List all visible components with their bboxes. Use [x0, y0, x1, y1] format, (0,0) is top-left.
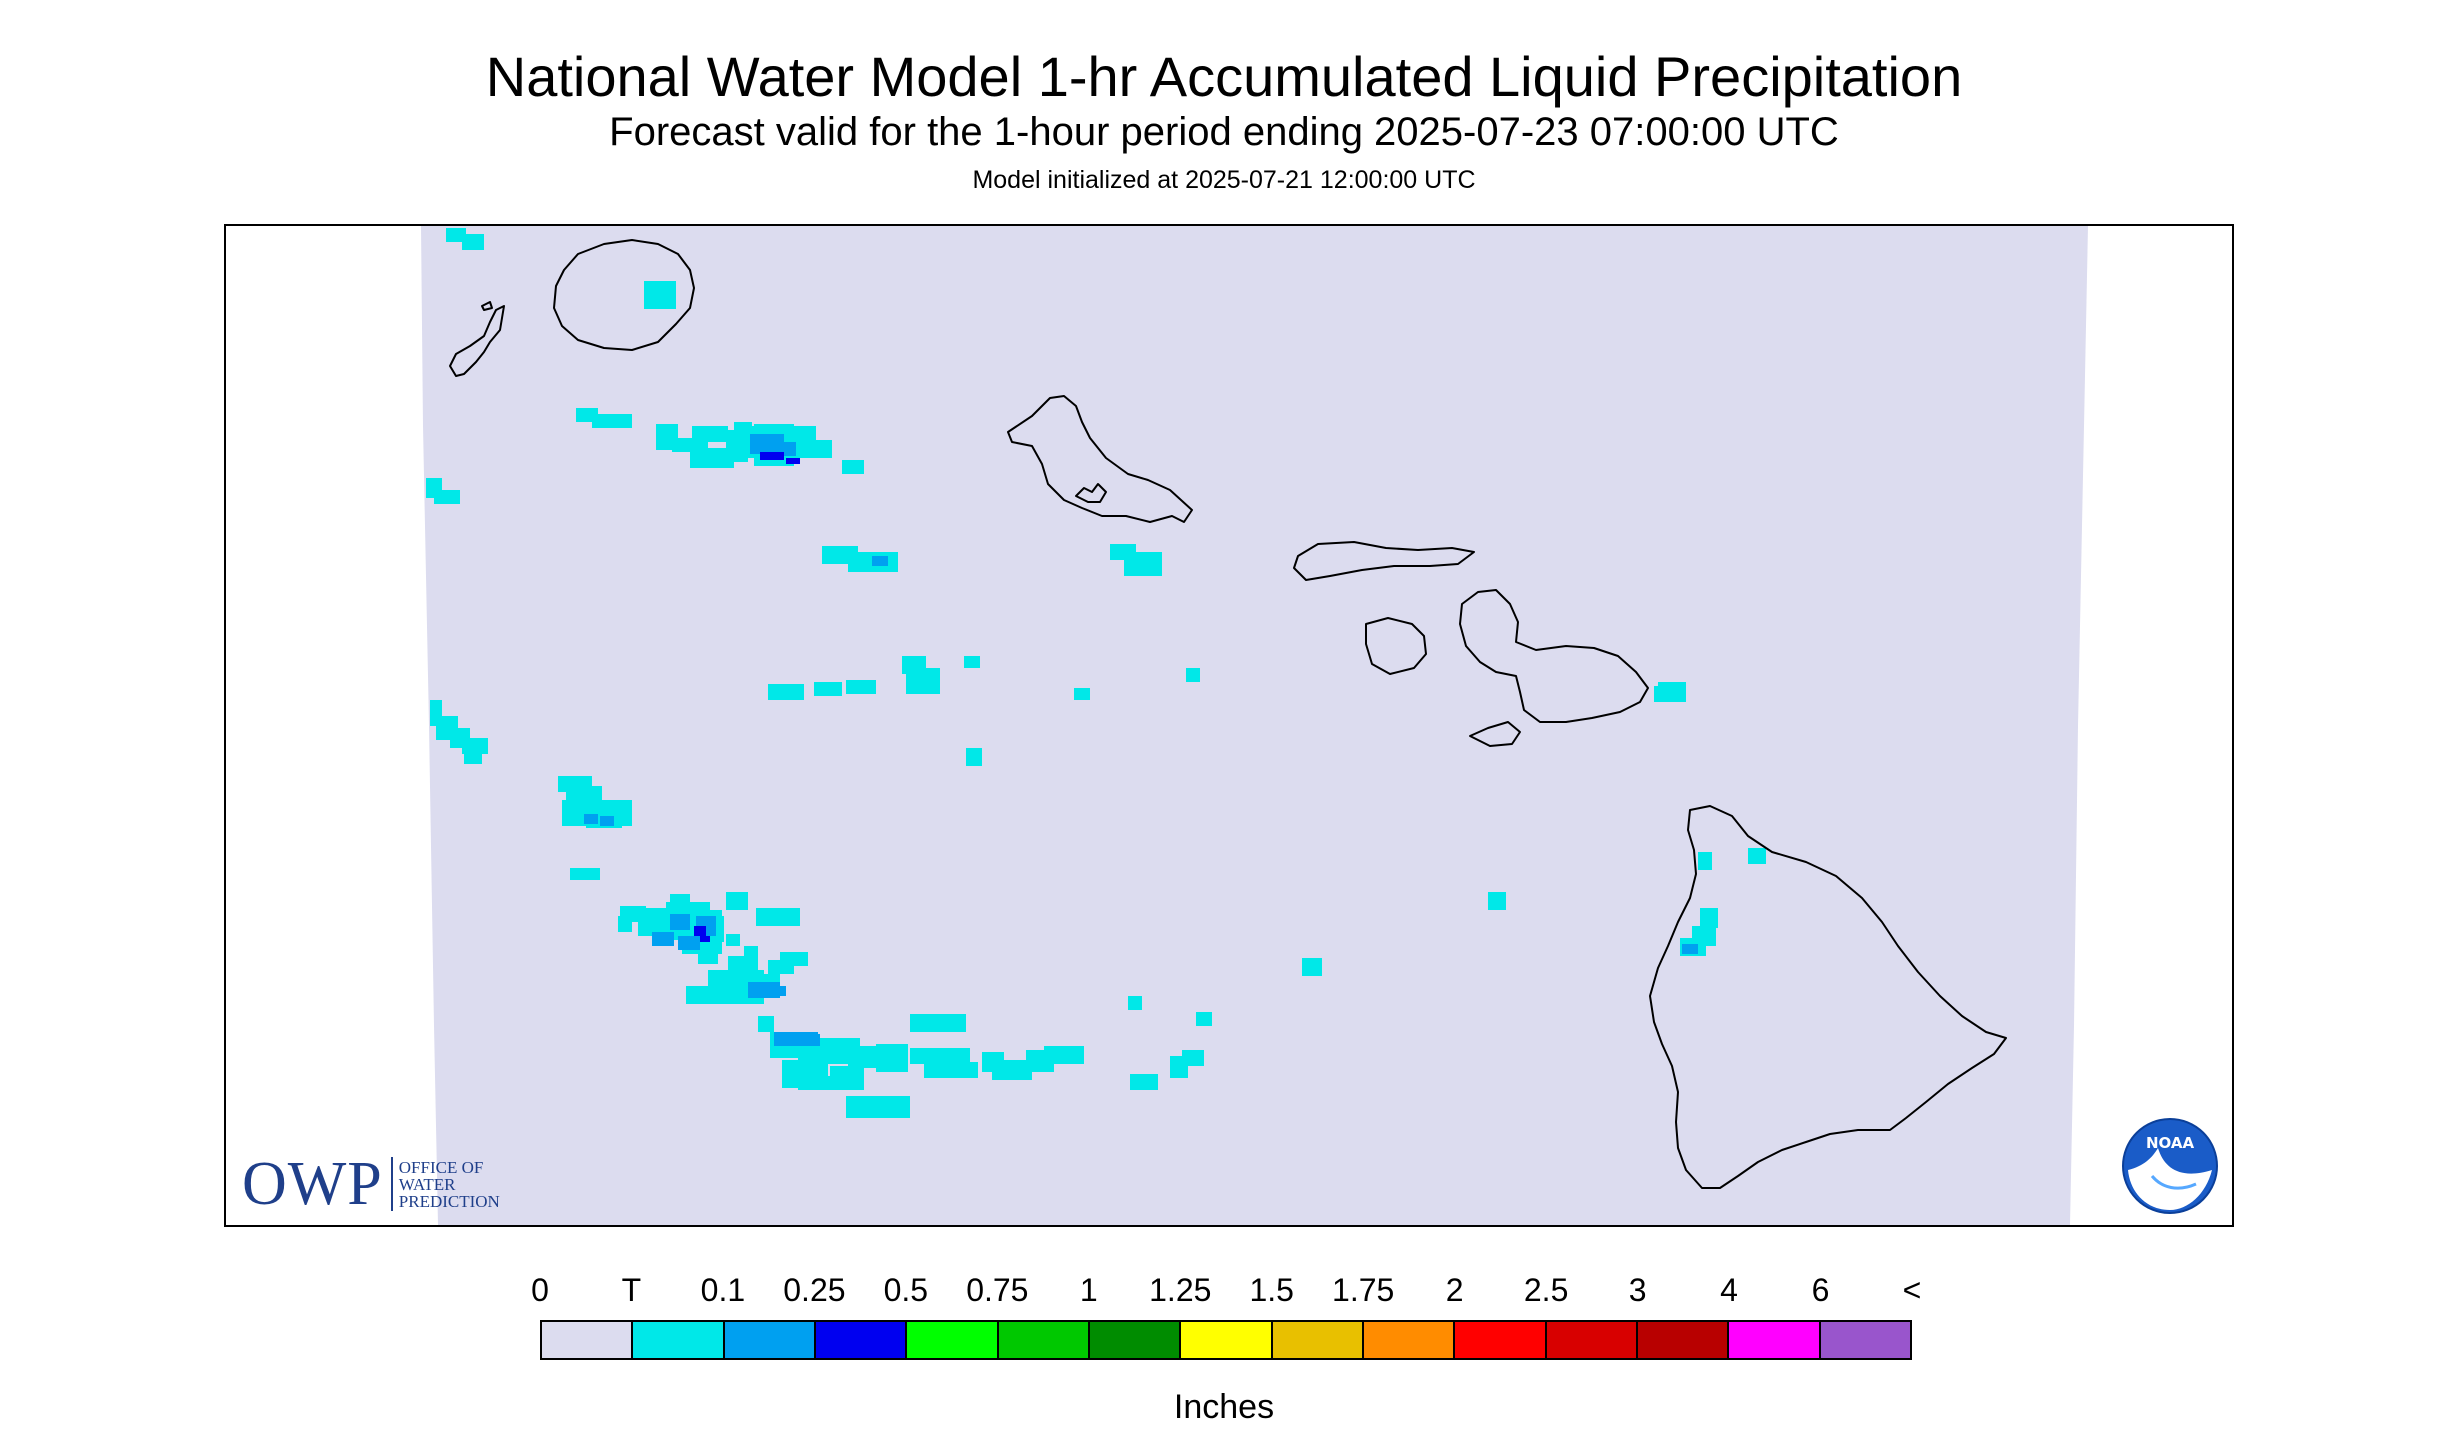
map-title: National Water Model 1-hr Accumulated Li… — [485, 45, 1963, 108]
legend-label: 2 — [1445, 1272, 1464, 1308]
legend-swatch-8 — [1272, 1322, 1364, 1358]
legend-swatch-9 — [1363, 1322, 1456, 1358]
map-subtitle: Forecast valid for the 1-hour period end… — [609, 110, 1839, 154]
hawaii-big-island-coastline — [1649, 805, 2007, 1189]
precip-cells-intense — [694, 452, 800, 942]
precip-cells-heavy — [584, 434, 1698, 1046]
island-coastlines — [449, 239, 2007, 1189]
legend-label: 0.5 — [883, 1272, 929, 1308]
molokai-coastline — [1293, 541, 1475, 581]
lehua-coastline — [481, 301, 493, 311]
legend-swatch-5 — [998, 1322, 1090, 1358]
legend-swatch-11 — [1546, 1322, 1638, 1358]
maui-coastline — [1459, 589, 1649, 723]
legend-swatch-13 — [1729, 1322, 1821, 1358]
legend-label: 3 — [1628, 1272, 1647, 1308]
legend-label: 1.5 — [1249, 1272, 1294, 1308]
legend-label: 0 — [531, 1272, 549, 1308]
precip-color-legend — [540, 1320, 1912, 1360]
kahoolawe-coastline — [1469, 721, 1521, 747]
precip-cells — [426, 228, 1766, 1118]
pearl-harbor — [1075, 483, 1107, 503]
legend-label: 1.25 — [1149, 1272, 1212, 1308]
model-domain — [421, 226, 2088, 1225]
noaa-logo-text: NOAA — [2146, 1134, 2195, 1152]
legend-label: 6 — [1811, 1272, 1830, 1308]
model-init-time: Model initialized at 2025-07-21 12:00:00… — [972, 166, 1476, 194]
legend-label: 1.75 — [1332, 1272, 1395, 1308]
oahu-coastline — [1007, 395, 1193, 523]
owp-logo-acronym: OWP — [242, 1150, 383, 1218]
niihau-coastline — [449, 305, 505, 377]
legend-swatch-0 — [542, 1322, 634, 1358]
kauai-coastline — [553, 239, 695, 351]
legend-label: 0.75 — [966, 1272, 1029, 1308]
legend-label: 2.5 — [1523, 1272, 1569, 1308]
noaa-logo: NOAA — [2122, 1118, 2218, 1214]
owp-logo-line-2: WATER — [398, 1174, 456, 1194]
owp-logo: OWP OFFICE OF WATER PREDICTION — [242, 1150, 500, 1218]
owp-logo-text: OFFICE OF WATER PREDICTION — [399, 1159, 500, 1210]
legend-swatch-1 — [633, 1322, 725, 1358]
map-canvas — [421, 226, 2088, 1225]
legend-swatch-12 — [1637, 1322, 1730, 1358]
owp-logo-divider — [390, 1157, 393, 1211]
legend-swatch-10 — [1455, 1322, 1547, 1358]
legend-label: 0.25 — [783, 1272, 846, 1308]
legend-swatch-3 — [815, 1322, 908, 1358]
legend-swatch-6 — [1089, 1322, 1182, 1358]
legend-swatch-14 — [1820, 1322, 1910, 1358]
legend-swatch-2 — [724, 1322, 816, 1358]
precipitation-map: OWP OFFICE OF WATER PREDICTION NOAA — [224, 224, 2234, 1227]
legend-label: 4 — [1720, 1272, 1738, 1308]
legend-swatch-7 — [1181, 1322, 1273, 1358]
owp-logo-line-3: PREDICTION — [398, 1191, 500, 1211]
legend-label: T — [621, 1272, 642, 1308]
lanai-coastline — [1365, 617, 1427, 675]
legend-label: < — [1902, 1272, 1922, 1308]
legend-label: 0.1 — [700, 1272, 746, 1308]
legend-units: Inches — [1173, 1388, 1275, 1426]
owp-logo-line-1: OFFICE OF — [398, 1157, 484, 1177]
legend-label: 1 — [1079, 1272, 1098, 1308]
legend-swatch-4 — [907, 1322, 999, 1358]
